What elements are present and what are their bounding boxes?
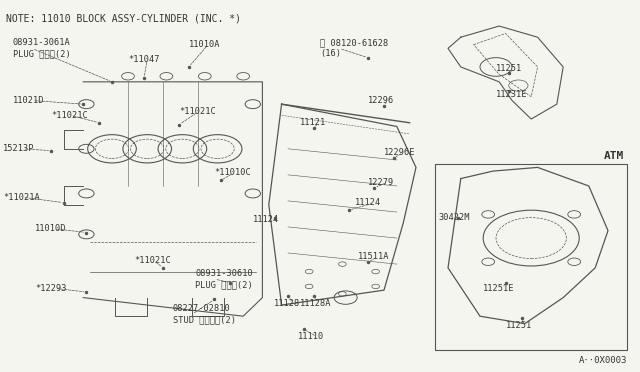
Text: A··0X0003: A··0X0003: [579, 356, 627, 365]
Text: *11021A: *11021A: [3, 193, 40, 202]
Text: 11110: 11110: [298, 332, 324, 341]
Text: 11021D: 11021D: [13, 96, 44, 105]
Text: 11231E: 11231E: [496, 90, 527, 99]
Text: 11128: 11128: [274, 299, 300, 308]
Text: 11124: 11124: [355, 198, 381, 207]
Text: 11124: 11124: [253, 215, 279, 224]
Text: *12293: *12293: [35, 284, 67, 293]
Text: 15213P: 15213P: [3, 144, 35, 153]
Text: ATM: ATM: [604, 151, 624, 161]
Text: 08227-02810
STUD スタッド(2): 08227-02810 STUD スタッド(2): [173, 304, 236, 324]
Text: 11121: 11121: [300, 118, 326, 127]
Text: *11021C: *11021C: [179, 107, 216, 116]
Text: 08931-30610
PLUG プラグ(2): 08931-30610 PLUG プラグ(2): [195, 269, 253, 289]
Text: 11251E: 11251E: [483, 284, 515, 293]
Text: 12296E: 12296E: [384, 148, 415, 157]
Text: 12296: 12296: [368, 96, 394, 105]
Text: Ⓑ 08120-61628
(16): Ⓑ 08120-61628 (16): [320, 38, 388, 58]
Text: 11128A: 11128A: [300, 299, 331, 308]
Text: 08931-3061A
PLUG プラグ(2): 08931-3061A PLUG プラグ(2): [13, 38, 70, 58]
Text: 11010A: 11010A: [189, 40, 220, 49]
Text: 11010D: 11010D: [35, 224, 67, 233]
Text: *11010C: *11010C: [214, 169, 251, 177]
Text: *11047: *11047: [128, 55, 159, 64]
Text: 30422M: 30422M: [438, 213, 470, 222]
Text: 12279: 12279: [368, 178, 394, 187]
Text: 11511A: 11511A: [358, 252, 390, 261]
Text: NOTE: 11010 BLOCK ASSY-CYLINDER (INC. *): NOTE: 11010 BLOCK ASSY-CYLINDER (INC. *): [6, 13, 241, 23]
Text: *11021C: *11021C: [51, 111, 88, 120]
Text: *11021C: *11021C: [134, 256, 171, 265]
Text: 11251: 11251: [506, 321, 532, 330]
Text: 11251: 11251: [496, 64, 522, 73]
